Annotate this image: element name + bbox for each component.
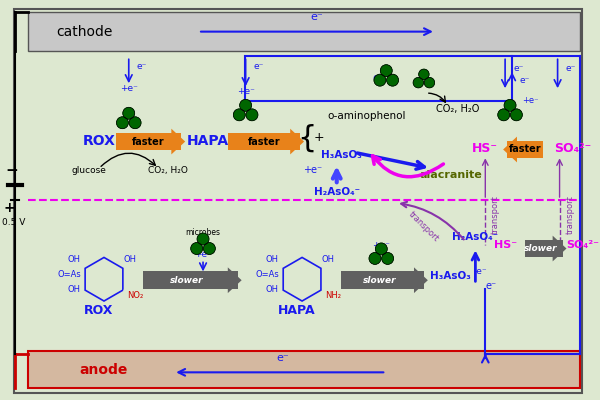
- Circle shape: [129, 117, 141, 129]
- Text: OH: OH: [124, 255, 137, 264]
- Text: e⁻: e⁻: [254, 62, 264, 71]
- Circle shape: [380, 65, 392, 76]
- Text: +e⁻: +e⁻: [194, 250, 212, 260]
- Circle shape: [369, 252, 381, 264]
- Polygon shape: [414, 267, 428, 293]
- Text: slower: slower: [524, 244, 557, 253]
- Text: e⁻: e⁻: [485, 281, 496, 291]
- Text: +e⁻: +e⁻: [236, 87, 254, 96]
- Text: e⁻: e⁻: [566, 64, 576, 73]
- FancyBboxPatch shape: [228, 133, 300, 150]
- Text: slower: slower: [170, 276, 204, 285]
- Text: NO₂: NO₂: [127, 291, 143, 300]
- Text: HAPA: HAPA: [187, 134, 229, 148]
- Circle shape: [376, 243, 387, 255]
- Text: +: +: [4, 201, 16, 215]
- Text: OH: OH: [322, 255, 335, 264]
- Circle shape: [374, 74, 386, 86]
- Circle shape: [386, 74, 398, 86]
- Text: microbes: microbes: [185, 228, 221, 237]
- Text: OH: OH: [67, 255, 80, 264]
- Text: o-aminophenol: o-aminophenol: [327, 111, 406, 121]
- Text: e⁻: e⁻: [276, 354, 289, 364]
- Text: e⁻: e⁻: [373, 73, 384, 83]
- Text: OH: OH: [67, 285, 80, 294]
- Circle shape: [246, 109, 258, 121]
- Text: HAPA: HAPA: [278, 304, 316, 317]
- Text: +e⁻: +e⁻: [522, 96, 538, 105]
- Circle shape: [123, 107, 134, 119]
- Text: +e⁻: +e⁻: [373, 240, 390, 250]
- Circle shape: [197, 233, 209, 245]
- Circle shape: [233, 109, 245, 121]
- FancyBboxPatch shape: [116, 133, 181, 150]
- Circle shape: [203, 242, 215, 254]
- Text: {: {: [298, 124, 317, 153]
- Circle shape: [498, 109, 509, 121]
- Bar: [245, 56, 512, 101]
- Text: HS⁻: HS⁻: [472, 142, 498, 155]
- Text: slower: slower: [362, 276, 396, 285]
- Text: OH: OH: [265, 255, 278, 264]
- Circle shape: [413, 78, 424, 88]
- Text: SO₄²⁻: SO₄²⁻: [554, 142, 591, 155]
- Text: NH₂: NH₂: [325, 291, 341, 300]
- Text: H₃AsO₃: H₃AsO₃: [430, 271, 471, 281]
- Polygon shape: [290, 129, 304, 154]
- Polygon shape: [172, 129, 185, 154]
- FancyBboxPatch shape: [341, 271, 424, 289]
- Text: OH: OH: [265, 285, 278, 294]
- Circle shape: [419, 69, 429, 80]
- Circle shape: [116, 117, 128, 129]
- Text: O=As: O=As: [58, 270, 81, 279]
- Text: transport: transport: [491, 196, 500, 234]
- Circle shape: [191, 242, 203, 254]
- Text: H₂AsO₄⁻: H₂AsO₄⁻: [452, 232, 499, 242]
- Text: transport: transport: [407, 210, 441, 244]
- Text: CO₂, H₂O: CO₂, H₂O: [436, 104, 479, 114]
- Text: O=As: O=As: [256, 270, 279, 279]
- FancyBboxPatch shape: [507, 140, 543, 158]
- Text: −: −: [5, 163, 18, 178]
- Text: e⁻: e⁻: [513, 64, 523, 73]
- Text: H₂AsO₄⁻: H₂AsO₄⁻: [314, 187, 360, 197]
- Circle shape: [504, 99, 516, 111]
- Text: e⁻: e⁻: [520, 76, 530, 85]
- Text: CO₂, H₂O: CO₂, H₂O: [148, 166, 188, 175]
- Text: e⁻: e⁻: [137, 62, 147, 71]
- Text: +e⁻: +e⁻: [120, 84, 137, 93]
- Polygon shape: [553, 236, 566, 262]
- Text: +: +: [314, 130, 324, 144]
- Text: HS⁻: HS⁻: [494, 240, 517, 250]
- FancyBboxPatch shape: [525, 240, 563, 258]
- Circle shape: [424, 78, 434, 88]
- Text: faster: faster: [132, 136, 165, 146]
- Text: transport: transport: [566, 196, 575, 234]
- Text: +e⁻: +e⁻: [303, 165, 322, 175]
- Circle shape: [511, 109, 523, 121]
- Text: alacranite: alacranite: [419, 170, 482, 180]
- Text: 0.5 V: 0.5 V: [2, 218, 25, 227]
- Text: glucose: glucose: [71, 166, 107, 175]
- Text: -e⁻: -e⁻: [473, 267, 487, 276]
- FancyBboxPatch shape: [28, 350, 580, 388]
- Polygon shape: [503, 137, 517, 162]
- Text: faster: faster: [509, 144, 541, 154]
- Text: H₃AsO₃: H₃AsO₃: [321, 150, 362, 160]
- Circle shape: [382, 252, 394, 264]
- Text: ROX: ROX: [85, 304, 114, 317]
- FancyBboxPatch shape: [143, 271, 238, 289]
- Text: SO₄²⁻: SO₄²⁻: [566, 240, 599, 250]
- Circle shape: [239, 99, 251, 111]
- Text: faster: faster: [248, 136, 280, 146]
- Text: e⁻: e⁻: [311, 12, 323, 22]
- Text: cathode: cathode: [56, 25, 112, 39]
- FancyBboxPatch shape: [28, 12, 580, 52]
- Text: ROX: ROX: [83, 134, 115, 148]
- Text: anode: anode: [80, 363, 128, 377]
- Polygon shape: [228, 267, 242, 293]
